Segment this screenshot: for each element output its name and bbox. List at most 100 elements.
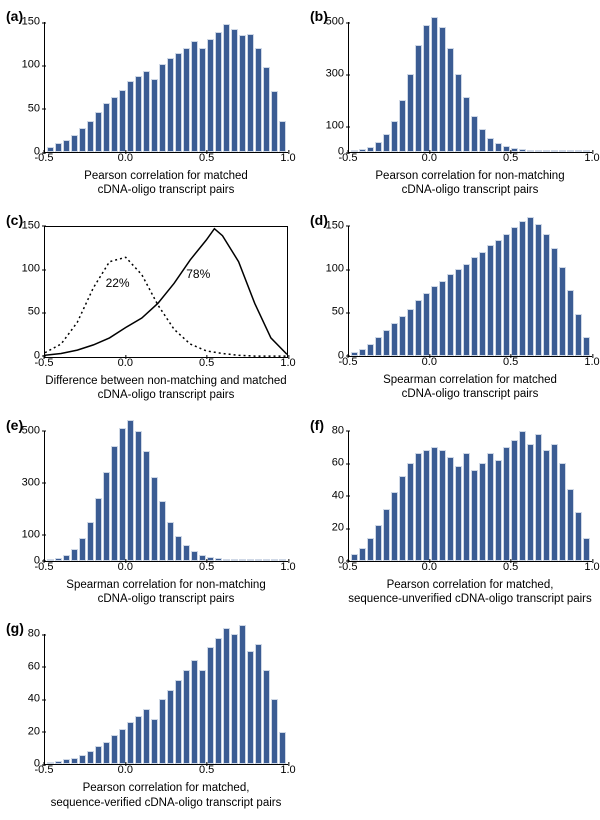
- histogram-bar: [447, 274, 454, 355]
- histogram-bar: [127, 81, 134, 152]
- histogram-bar: [423, 293, 430, 355]
- x-tick: 0.5: [503, 153, 518, 164]
- histogram-bar: [431, 17, 438, 152]
- histogram-bar: [575, 314, 582, 356]
- histogram-bar: [247, 34, 254, 152]
- histogram-bar: [527, 217, 534, 356]
- histogram-bar: [367, 147, 374, 152]
- histogram-bar: [159, 64, 166, 152]
- histogram-bar: [119, 90, 126, 152]
- histogram-bar: [231, 634, 238, 764]
- panel-c-svg: [45, 227, 287, 357]
- x-tick: 0.5: [199, 562, 214, 573]
- panel-a: (a) 050100150 -0.50.00.51.0 Pearson corr…: [8, 10, 288, 198]
- histogram-bar: [367, 538, 374, 561]
- panel-d: (d) 050100150 -0.50.00.51.0 Spearman cor…: [312, 214, 592, 403]
- histogram-bar: [247, 651, 254, 765]
- x-tick: -0.5: [35, 562, 54, 573]
- histogram-bar: [575, 512, 582, 561]
- x-tick: 0.0: [422, 562, 437, 573]
- histogram-bar: [471, 116, 478, 152]
- panel-g-chart: [44, 634, 288, 765]
- histogram-bar: [167, 58, 174, 152]
- histogram-bar: [391, 323, 398, 356]
- histogram-bar: [143, 451, 150, 560]
- histogram-bar: [175, 680, 182, 765]
- annotation: 22%: [106, 276, 130, 290]
- histogram-bar: [455, 466, 462, 560]
- histogram-bar: [239, 625, 246, 765]
- histogram-bar: [543, 450, 550, 561]
- histogram-bar: [559, 150, 566, 152]
- panel-c-chart: 22%78%: [44, 226, 288, 358]
- histogram-bar: [455, 269, 462, 356]
- histogram-bar: [503, 234, 510, 355]
- histogram-bar: [455, 74, 462, 152]
- panel-f-chart: [348, 431, 592, 562]
- panel-a-chart: [44, 22, 288, 153]
- y-tick: 20: [310, 523, 344, 534]
- histogram-bar: [127, 420, 134, 560]
- histogram-bar: [583, 337, 590, 356]
- panel-e-xlabel: Spearman correlation for non-matching cD…: [44, 578, 288, 607]
- histogram-bar: [239, 559, 246, 561]
- histogram-bar: [391, 492, 398, 560]
- y-tick: 100: [6, 529, 40, 540]
- histogram-bar: [223, 24, 230, 152]
- histogram-bar: [263, 559, 270, 561]
- histogram-bar: [439, 27, 446, 152]
- histogram-bar: [407, 74, 414, 152]
- y-tick: 20: [6, 726, 40, 737]
- panel-d-xlabel: Spearman correlation for matched cDNA-ol…: [348, 373, 592, 402]
- panel-c-xticks: -0.50.00.51.0: [44, 358, 288, 372]
- x-tick: 1.0: [280, 153, 295, 164]
- x-tick: 1.0: [584, 562, 599, 573]
- x-tick: 1.0: [584, 153, 599, 164]
- histogram-bar: [471, 257, 478, 356]
- histogram-bar: [167, 522, 174, 561]
- histogram-bar: [503, 447, 510, 561]
- histogram-bar: [207, 647, 214, 764]
- y-tick: 80: [6, 629, 40, 640]
- histogram-bar: [55, 558, 62, 561]
- y-tick: 300: [310, 69, 344, 80]
- histogram-bar: [71, 135, 78, 152]
- histogram-bar: [551, 444, 558, 561]
- x-tick: 0.5: [199, 153, 214, 164]
- histogram-bar: [79, 755, 86, 765]
- histogram-bar: [191, 41, 198, 152]
- histogram-bar: [367, 344, 374, 356]
- histogram-bar: [423, 25, 430, 152]
- histogram-bar: [263, 670, 270, 764]
- figure-grid: (a) 050100150 -0.50.00.51.0 Pearson corr…: [8, 10, 592, 810]
- histogram-bar: [95, 498, 102, 560]
- histogram-bar: [79, 128, 86, 152]
- panel-f: (f) 020406080 -0.50.00.51.0 Pearson corr…: [312, 419, 592, 607]
- histogram-bar: [127, 722, 134, 764]
- histogram-bar: [359, 149, 366, 152]
- histogram-bar: [519, 149, 526, 152]
- panel-f-yticks: 020406080: [312, 431, 346, 561]
- histogram-bar: [239, 35, 246, 152]
- histogram-bar: [231, 29, 238, 152]
- histogram-bar: [527, 444, 534, 561]
- histogram-bar: [487, 245, 494, 356]
- histogram-bar: [63, 759, 70, 764]
- histogram-bar: [551, 150, 558, 152]
- y-tick: 40: [310, 490, 344, 501]
- histogram-bar: [375, 337, 382, 356]
- histogram-bar: [111, 735, 118, 764]
- panel-c: (c) 050100150 22%78% -0.50.00.51.0 Diffe…: [8, 214, 288, 403]
- histogram-bar: [159, 699, 166, 764]
- histogram-bar: [575, 150, 582, 152]
- histogram-bar: [487, 138, 494, 152]
- x-tick: -0.5: [35, 153, 54, 164]
- histogram-bar: [255, 559, 262, 561]
- x-tick: 1.0: [280, 358, 295, 369]
- panel-b-yticks: 0100300500: [312, 22, 346, 152]
- histogram-bar: [463, 97, 470, 152]
- histogram-bar: [359, 349, 366, 356]
- y-tick: 100: [310, 121, 344, 132]
- histogram-bar: [391, 121, 398, 152]
- histogram-bar: [191, 551, 198, 560]
